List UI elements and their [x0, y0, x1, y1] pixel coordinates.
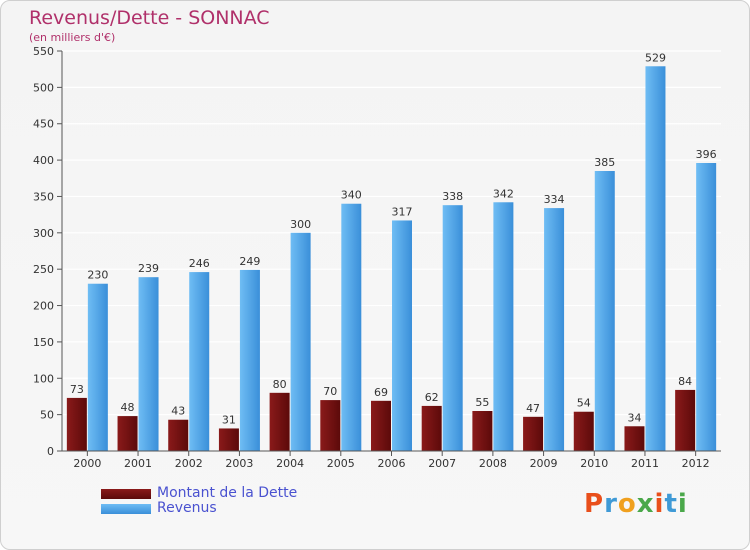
x-tick-label: 2009 [530, 457, 558, 470]
axes [57, 50, 721, 456]
bar-revenus [189, 272, 210, 451]
y-tick-label: 550 [33, 45, 54, 58]
data-label-dette: 48 [121, 401, 135, 414]
bar-dette [168, 419, 189, 451]
chart-subtitle: (en milliers d'€) [29, 31, 116, 44]
labels: 0 50 100 150 200 250 300 350 400 450 500 550 2000 73 2… [33, 45, 717, 470]
bar-revenus [392, 220, 412, 451]
x-tick-label: 2002 [175, 457, 203, 470]
x-tick-label: 2001 [124, 457, 152, 470]
bar-revenus [442, 205, 463, 451]
bar-dette [218, 428, 239, 451]
data-label-dette: 73 [70, 383, 84, 396]
data-label-dette: 47 [526, 402, 540, 415]
data-label-dette: 55 [475, 396, 489, 409]
bar-revenus [341, 203, 362, 451]
data-label-revenus: 239 [138, 262, 159, 275]
data-label-dette: 43 [171, 405, 185, 418]
legend-swatch-revenus [101, 504, 151, 514]
logo-letter: P [584, 489, 605, 519]
bar-revenus [594, 171, 615, 451]
bar-revenus [696, 163, 717, 451]
data-label-revenus: 249 [239, 255, 260, 268]
logo-letter: i [654, 489, 665, 519]
data-label-revenus: 385 [594, 156, 615, 169]
y-tick-label: 50 [40, 409, 54, 422]
data-label-revenus: 317 [392, 205, 413, 218]
proxiti-logo: Proxiti [584, 489, 688, 519]
y-tick-label: 150 [33, 336, 54, 349]
legend-label-dette: Montant de la Dette [157, 485, 298, 501]
y-tick-label: 450 [33, 118, 54, 131]
x-tick-label: 2011 [631, 457, 659, 470]
bar-dette [269, 392, 290, 451]
bar-revenus [87, 283, 108, 451]
bar-dette [523, 416, 544, 451]
data-label-revenus: 529 [645, 51, 666, 64]
bar-revenus [493, 202, 514, 451]
data-label-revenus: 230 [87, 269, 108, 282]
logo-letter: t [664, 489, 678, 519]
data-label-revenus: 396 [696, 148, 717, 161]
y-tick-label: 500 [33, 81, 54, 94]
x-tick-label: 2005 [327, 457, 355, 470]
legend-swatch-dette [101, 489, 151, 499]
grid [62, 50, 721, 452]
bar-dette [573, 411, 594, 451]
data-label-revenus: 246 [189, 257, 210, 270]
data-label-dette: 84 [678, 375, 692, 388]
bar-dette [117, 416, 138, 451]
data-label-dette: 80 [273, 378, 287, 391]
logo-letter: x [636, 489, 655, 519]
bar-revenus [290, 232, 311, 451]
bar-dette [320, 400, 341, 451]
data-label-revenus: 338 [442, 190, 463, 203]
x-tick-label: 2003 [225, 457, 253, 470]
bar-dette [66, 397, 87, 451]
logo-letter: o [617, 489, 637, 519]
bar-revenus [239, 269, 260, 451]
x-tick-label: 2004 [276, 457, 304, 470]
x-tick-label: 2007 [428, 457, 456, 470]
data-label-dette: 70 [323, 385, 337, 398]
bar-revenus [544, 208, 565, 451]
data-label-dette: 34 [627, 411, 641, 424]
bar-dette [421, 405, 442, 451]
y-tick-label: 100 [33, 372, 54, 385]
logo-letter: r [604, 489, 618, 519]
data-label-revenus: 334 [544, 193, 565, 206]
data-label-revenus: 340 [341, 189, 362, 202]
x-tick-label: 2006 [378, 457, 406, 470]
y-tick-label: 0 [47, 445, 54, 458]
x-tick-label: 2008 [479, 457, 507, 470]
bar-dette [472, 411, 493, 451]
x-tick-label: 2010 [580, 457, 608, 470]
y-tick-label: 400 [33, 154, 54, 167]
data-label-revenus: 300 [290, 218, 311, 231]
data-label-dette: 31 [222, 413, 236, 426]
bar-revenus [138, 277, 159, 451]
logo-letter: i [677, 489, 688, 519]
x-tick-label: 2000 [73, 457, 101, 470]
bars [66, 66, 717, 451]
x-tick-label: 2012 [682, 457, 710, 470]
legend-label-revenus: Revenus [157, 500, 217, 516]
data-label-dette: 62 [425, 391, 439, 404]
y-tick-label: 200 [33, 300, 54, 313]
data-label-dette: 54 [577, 397, 591, 410]
y-tick-label: 350 [33, 190, 54, 203]
data-label-revenus: 342 [493, 187, 514, 200]
bar-revenus [645, 66, 666, 451]
y-tick-label: 250 [33, 263, 54, 276]
bar-dette [371, 400, 391, 451]
chart-title: Revenus/Dette - SONNAC [29, 7, 270, 29]
bar-dette [675, 389, 696, 451]
bar-dette [624, 426, 645, 451]
y-tick-label: 300 [33, 227, 54, 240]
data-label-dette: 69 [374, 386, 388, 399]
